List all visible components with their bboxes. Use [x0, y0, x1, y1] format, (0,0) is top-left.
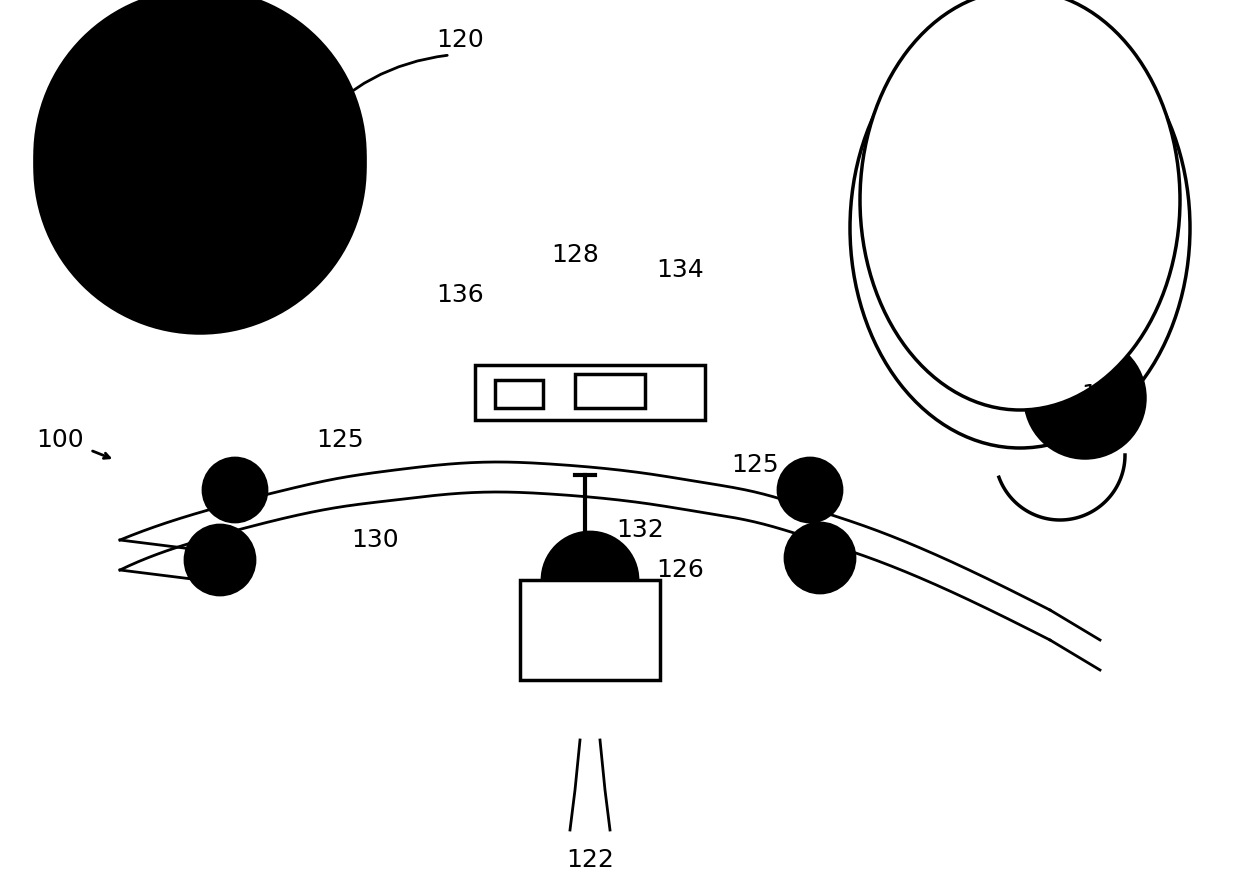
Ellipse shape [849, 8, 1190, 448]
Bar [495, 380, 543, 408]
Circle shape [185, 525, 255, 595]
Circle shape [203, 458, 267, 522]
Bar [575, 374, 645, 408]
Circle shape [542, 532, 639, 628]
Circle shape [785, 523, 856, 593]
Text: 125: 125 [732, 453, 779, 477]
Text: 130: 130 [351, 528, 399, 552]
Text: 120: 120 [436, 28, 484, 52]
Text: 122: 122 [567, 848, 614, 872]
Circle shape [35, 0, 365, 320]
Circle shape [35, 3, 365, 333]
Text: 121: 121 [1081, 383, 1128, 407]
Text: 126: 126 [656, 558, 704, 582]
Text: 100: 100 [36, 428, 84, 452]
Text: 132: 132 [616, 518, 663, 542]
Circle shape [1025, 338, 1145, 458]
Bar [475, 365, 706, 420]
Circle shape [777, 458, 842, 522]
Text: 128: 128 [551, 243, 599, 267]
Text: 134: 134 [656, 258, 704, 282]
Text: 125: 125 [316, 428, 363, 452]
Ellipse shape [861, 0, 1180, 410]
Text: 136: 136 [436, 283, 484, 307]
Bar [520, 580, 660, 680]
